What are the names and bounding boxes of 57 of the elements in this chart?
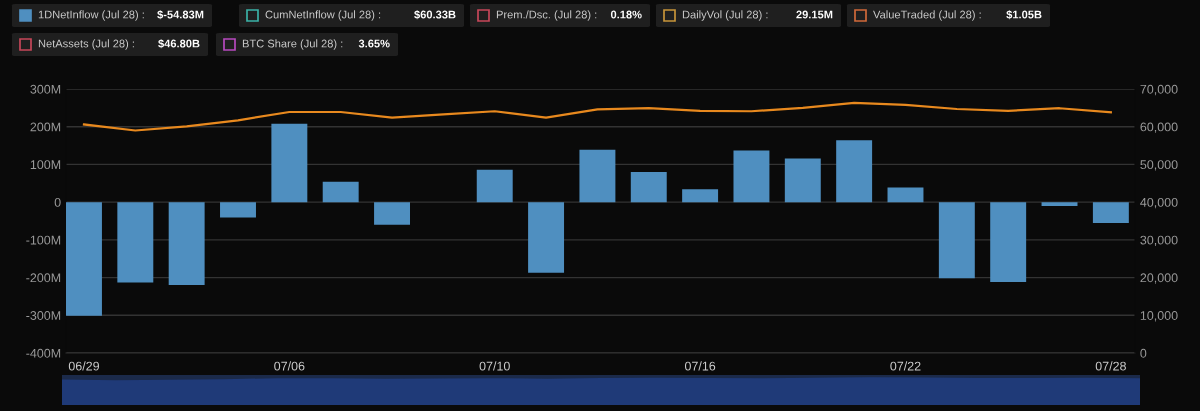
bar [579, 149, 616, 203]
bar [322, 181, 359, 203]
y2-tick-label: 40,000 [1140, 197, 1178, 209]
text: 29.15M [796, 10, 833, 19]
bar [836, 140, 873, 203]
text: $1.05B [1006, 10, 1042, 20]
y-tick-label: -100M [26, 235, 61, 245]
text: CumNetInflow (Jul 28) : [265, 10, 381, 21]
y2-tick-label: 70,000 [1140, 84, 1178, 96]
bar [1092, 202, 1129, 223]
bar [1041, 202, 1078, 206]
text: DailyVol (Jul 28) : [682, 10, 768, 21]
y2-tick-label: 10,000 [1140, 311, 1178, 322]
bar [528, 202, 565, 273]
y-tick-label: -200M [26, 273, 61, 283]
y2-tick-label: 20,000 [1140, 273, 1178, 284]
text: ValueTraded (Jul 28) : [873, 10, 981, 21]
y2-tick-label: 50,000 [1140, 160, 1178, 171]
text: NetAssets (Jul 28) : [38, 39, 134, 50]
text: 3.65% [358, 39, 390, 48]
y-tick-label: 300M [30, 84, 61, 94]
y-tick-label: -400M [26, 348, 61, 358]
x-tick-label: 07/10 [479, 361, 510, 371]
text: $46.80B [158, 39, 200, 49]
bar [990, 202, 1027, 283]
y-tick-label: -300M [26, 311, 61, 320]
y2-tick-label: 30,000 [1140, 235, 1178, 246]
bar [682, 189, 719, 203]
y2-tick-label: 60,000 [1140, 122, 1178, 133]
bar [784, 158, 821, 203]
bar [220, 202, 256, 218]
text: $60.33B [414, 10, 456, 20]
text: 1DNetInflow (Jul 28) : [38, 10, 144, 21]
bar [887, 187, 924, 203]
bar [938, 202, 975, 279]
x-tick-label: 07/06 [274, 361, 305, 371]
y-tick-label: 0 [54, 197, 61, 207]
bar [66, 202, 102, 316]
text: $-54.83M [157, 10, 204, 20]
bar [117, 202, 154, 283]
bar [733, 150, 770, 203]
y-tick-label: 200M [30, 122, 61, 132]
text: Prem./Dsc. (Jul 28) : [496, 10, 597, 21]
x-tick-label: 07/28 [1095, 361, 1126, 371]
bar [630, 171, 667, 203]
bar [374, 202, 411, 225]
x-tick-label: 07/16 [684, 361, 716, 371]
bar [271, 123, 308, 203]
y-tick-label: 100M [30, 160, 61, 170]
x-tick-label: 06/29 [68, 361, 100, 371]
line-series [82, 101, 1112, 132]
bar [476, 169, 513, 203]
bar [168, 202, 205, 286]
text: 0.18% [610, 10, 642, 19]
x-tick-label: 07/22 [890, 361, 921, 371]
y2-tick-label: 0 [1140, 348, 1147, 358]
text: BTC Share (Jul 28) : [242, 39, 343, 50]
